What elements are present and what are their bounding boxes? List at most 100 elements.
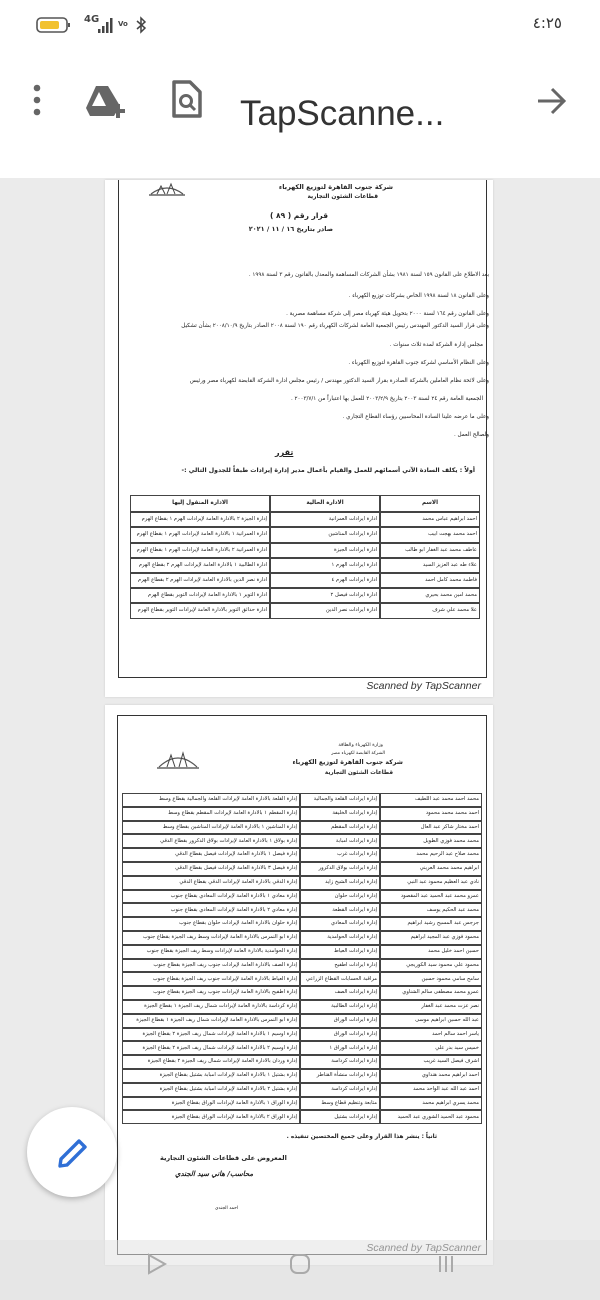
table-cell: ادارة ايرادات المناشين xyxy=(270,527,380,543)
table-cell: ادارة العمرانية ١ بالادارة العامة لإيراد… xyxy=(130,527,270,543)
table-cell: عمرو محمد عبد الحميد عبد المقصود xyxy=(380,889,482,904)
table-cell: إدارة ايرادات الوراق xyxy=(300,1027,380,1042)
clause: مجلس إدارة الشركة لمدة ثلاث سنوات . xyxy=(389,342,483,348)
table-cell: ادارة العمرانية ٢ بالادارة العامة لإيراد… xyxy=(130,542,270,558)
table-cell: ادارة ايرادات الهرم ١ xyxy=(270,557,380,573)
search-document-button[interactable] xyxy=(170,80,204,120)
table-cell: ادارة التوير ١ بالادارة العامة لإيرادات … xyxy=(130,588,270,604)
table-cell: ادارة ايرادات العمرانية xyxy=(270,512,380,528)
clock: ٤:٢٥ xyxy=(532,14,562,32)
table-cell: إدارة المقطم ١ بالادارة العامة لإيرادات … xyxy=(122,806,300,821)
table-cell: إدارة ايرادات اطفيح xyxy=(300,958,380,973)
table-cell: إدارة ايرادات حلوان xyxy=(300,889,380,904)
table-cell: ادارة ايرادات فيصل ٢ xyxy=(270,588,380,604)
table-cell: إدارة ايرادات بشتيل xyxy=(300,1110,380,1125)
table-cell: إدارة حلوان بالادارة العامة لإيرادات حلو… xyxy=(122,917,300,931)
signature-initials: احمد الجندي xyxy=(215,1206,239,1212)
clause: وعلى النظام الأساسي لشركة جنوب القاهرة ل… xyxy=(348,360,489,366)
table-cell: ادارة ايرادات نصر الدين xyxy=(270,603,380,619)
second-article: ثانياً : ينشر هذا القرار وعلى جميع المخت… xyxy=(286,1134,437,1141)
more-button[interactable] xyxy=(26,84,50,118)
company-name: شركة جنوب القاهرة لتوزيع الكهرباء xyxy=(292,759,403,766)
table-cell: إدارة الجيزة ٢ بالادارة العامة لإيرادات … xyxy=(130,512,270,528)
clause: وعلى قرار السيد الدكتور المهندس رئيس الج… xyxy=(181,323,489,329)
table-cell: إدارة ايرادات كرداسة xyxy=(300,1055,380,1069)
edit-button[interactable] xyxy=(27,1107,117,1197)
clause: وعلى القانون رقم ١٦٤ لسنة ٢٠٠٠ بتحويل هي… xyxy=(286,311,489,317)
table-cell: إدارة ايرادات الوراق ١ xyxy=(300,1041,380,1056)
table-cell: إدارة ايرادات الحوامدية xyxy=(300,931,380,945)
table-cell: اشرف فيصل السيد غريب xyxy=(380,1055,482,1069)
navigation-bar xyxy=(0,1240,600,1300)
home-button[interactable] xyxy=(288,1252,312,1276)
table-cell: عمرو محمد مصطفى سالم الشناوي xyxy=(380,986,482,1000)
sector-name: قطاعات الشئون التجارية xyxy=(324,770,393,776)
table-cell: إدارة ايرادات بولاق الدكرور xyxy=(300,862,380,876)
table-cell: إدارة بولاق ١ بالادارة العامة لإيرادات ب… xyxy=(122,834,300,849)
drive-button[interactable] xyxy=(86,84,130,120)
table-cell: احمد مختار شاكر عبد العال xyxy=(380,820,482,835)
table-cell: إدارة ايرادات امبابة xyxy=(300,834,380,849)
resolution-heading: تقرر xyxy=(275,448,294,457)
table-cell: إدارة الدقي بالادارة العامة لإيرادات الد… xyxy=(122,875,300,890)
table-cell: محمد احمد محمد عبد اللطيف xyxy=(380,793,482,807)
sector-name: قطاعات الشئون التجارية xyxy=(307,194,378,200)
table-cell: إدارة ايرادات المعادي xyxy=(300,917,380,931)
table-cell: نصر عزت محمد عبد الغفار xyxy=(380,1000,482,1014)
table-cell: ادارة الطالبية ١ بالادارة العامة لإيرادا… xyxy=(130,557,270,573)
table-cell: ادارة نصر الدين بالادارة العامة لإيرادات… xyxy=(130,573,270,589)
table-cell: سامح سامي محمود حسين xyxy=(380,972,482,987)
volte: Vo xyxy=(118,20,128,28)
table-cell: إدارة القلعة بالادارة العامة لإيرادات ال… xyxy=(122,793,300,807)
decision-number: قرار رقم ( ٨٩ ) xyxy=(269,211,328,220)
table-cell: احمد ابراهيم محمد هنداوي xyxy=(380,1069,482,1083)
table-cell: محمد محمد فوزي الطويل xyxy=(380,834,482,849)
company-name: شركة جنوب القاهرة لتوزيع الكهرباء xyxy=(278,183,393,191)
battery-level xyxy=(40,21,59,29)
table-cell: إدارة ايرادات الصف xyxy=(300,986,380,1000)
back-button[interactable] xyxy=(146,1252,168,1276)
table-cell: محمد يسري ابراهيم محمد xyxy=(380,1096,482,1111)
scanned-watermark: Scanned by TapScanner xyxy=(366,680,481,692)
page-frame xyxy=(118,180,487,678)
company-logo xyxy=(149,182,185,196)
table-cell: محمد عبد الحكيم يوسف xyxy=(380,903,482,918)
table-cell: احمد ابراهيم عباس محمد xyxy=(380,512,480,528)
recents-button[interactable] xyxy=(434,1252,458,1276)
table-cell: إدارة بشتيل ٢ بالادارة العامة لإيرادات ا… xyxy=(122,1082,300,1097)
forward-button[interactable] xyxy=(536,86,568,116)
table-cell: إدارة ايرادات الوراق xyxy=(300,1013,380,1028)
company-logo xyxy=(157,751,199,769)
table-cell: إدارة الوراق ٢ بالادارة العامة لإيرادات … xyxy=(122,1110,300,1125)
table-cell: إدارة ابو النمرس بالادارة العامة لإيرادا… xyxy=(122,1013,300,1028)
table-cell: إدارة العياط بالادارة العامة لإيرادات جن… xyxy=(122,972,300,987)
scanned-page[interactable]: شركة جنوب القاهرة لتوزيع الكهرباء قطاعات … xyxy=(105,180,493,697)
clause: وعلى القانون ١٨ لسنة ١٩٩٨ الخاص بشركات ت… xyxy=(348,293,489,299)
table-cell: إدارة بشتيل ١ بالادارة العامة لإيرادات ا… xyxy=(122,1069,300,1083)
table-cell: إدارة ايرادات منشأة القناطر xyxy=(300,1069,380,1083)
table-cell: إدارة الحوامدية بالادارة العامة لإيرادات… xyxy=(122,944,300,959)
signature-name: محاسب/ هاني سيد الجندي xyxy=(175,1170,254,1179)
clause: ولصالح العمل . xyxy=(453,432,489,438)
table-cell: إدارة ايرادات العياط xyxy=(300,944,380,959)
table-cell: إدارة وردان بالادارة العامة لإيرادات شما… xyxy=(122,1055,300,1069)
table-cell: إدارة ايرادات القطعة xyxy=(300,903,380,918)
table-cell: علاء طه عبد العزيز السيد xyxy=(380,557,480,573)
table-cell: ادارة ايرادات الجيزة xyxy=(270,542,380,558)
first-article: أولاً : يكلف السادة الآتي أسمائهم للعمل … xyxy=(181,467,475,474)
table-cell: إدارة ايرادات غرب xyxy=(300,848,380,862)
decision-date: صادر بتاريخ ١٦ / ١١ / ٢٠٢١ xyxy=(248,225,333,233)
table-header-cell: الادارة المنقول إليها xyxy=(130,495,270,513)
table-cell: إدارة الوراق ١ بالادارة العامة لإيرادات … xyxy=(122,1096,300,1111)
scanned-page[interactable]: وزارة الكهرباء والطاقة الشركة القابضة لكه… xyxy=(105,705,493,1265)
table-cell: علا محمد علي شرف xyxy=(380,603,480,619)
table-cell: عاطف محمد عبد الغفار ابو طالب xyxy=(380,542,480,558)
network-type: 4G xyxy=(84,14,100,25)
table-cell: إدارة فيصل ٣ بالادارة العامة لإيرادات في… xyxy=(122,862,300,876)
toolbar: TapScanne... xyxy=(0,50,600,178)
table-cell: محمد امين محمد بحيري xyxy=(380,588,480,604)
table-cell: إدارة اطفيح بالادارة العامة لإيرادات جنو… xyxy=(122,986,300,1000)
table-cell: إدارة اوسيم ١ بالادارة العامة لإيرادات ش… xyxy=(122,1027,300,1042)
signal xyxy=(98,18,113,33)
